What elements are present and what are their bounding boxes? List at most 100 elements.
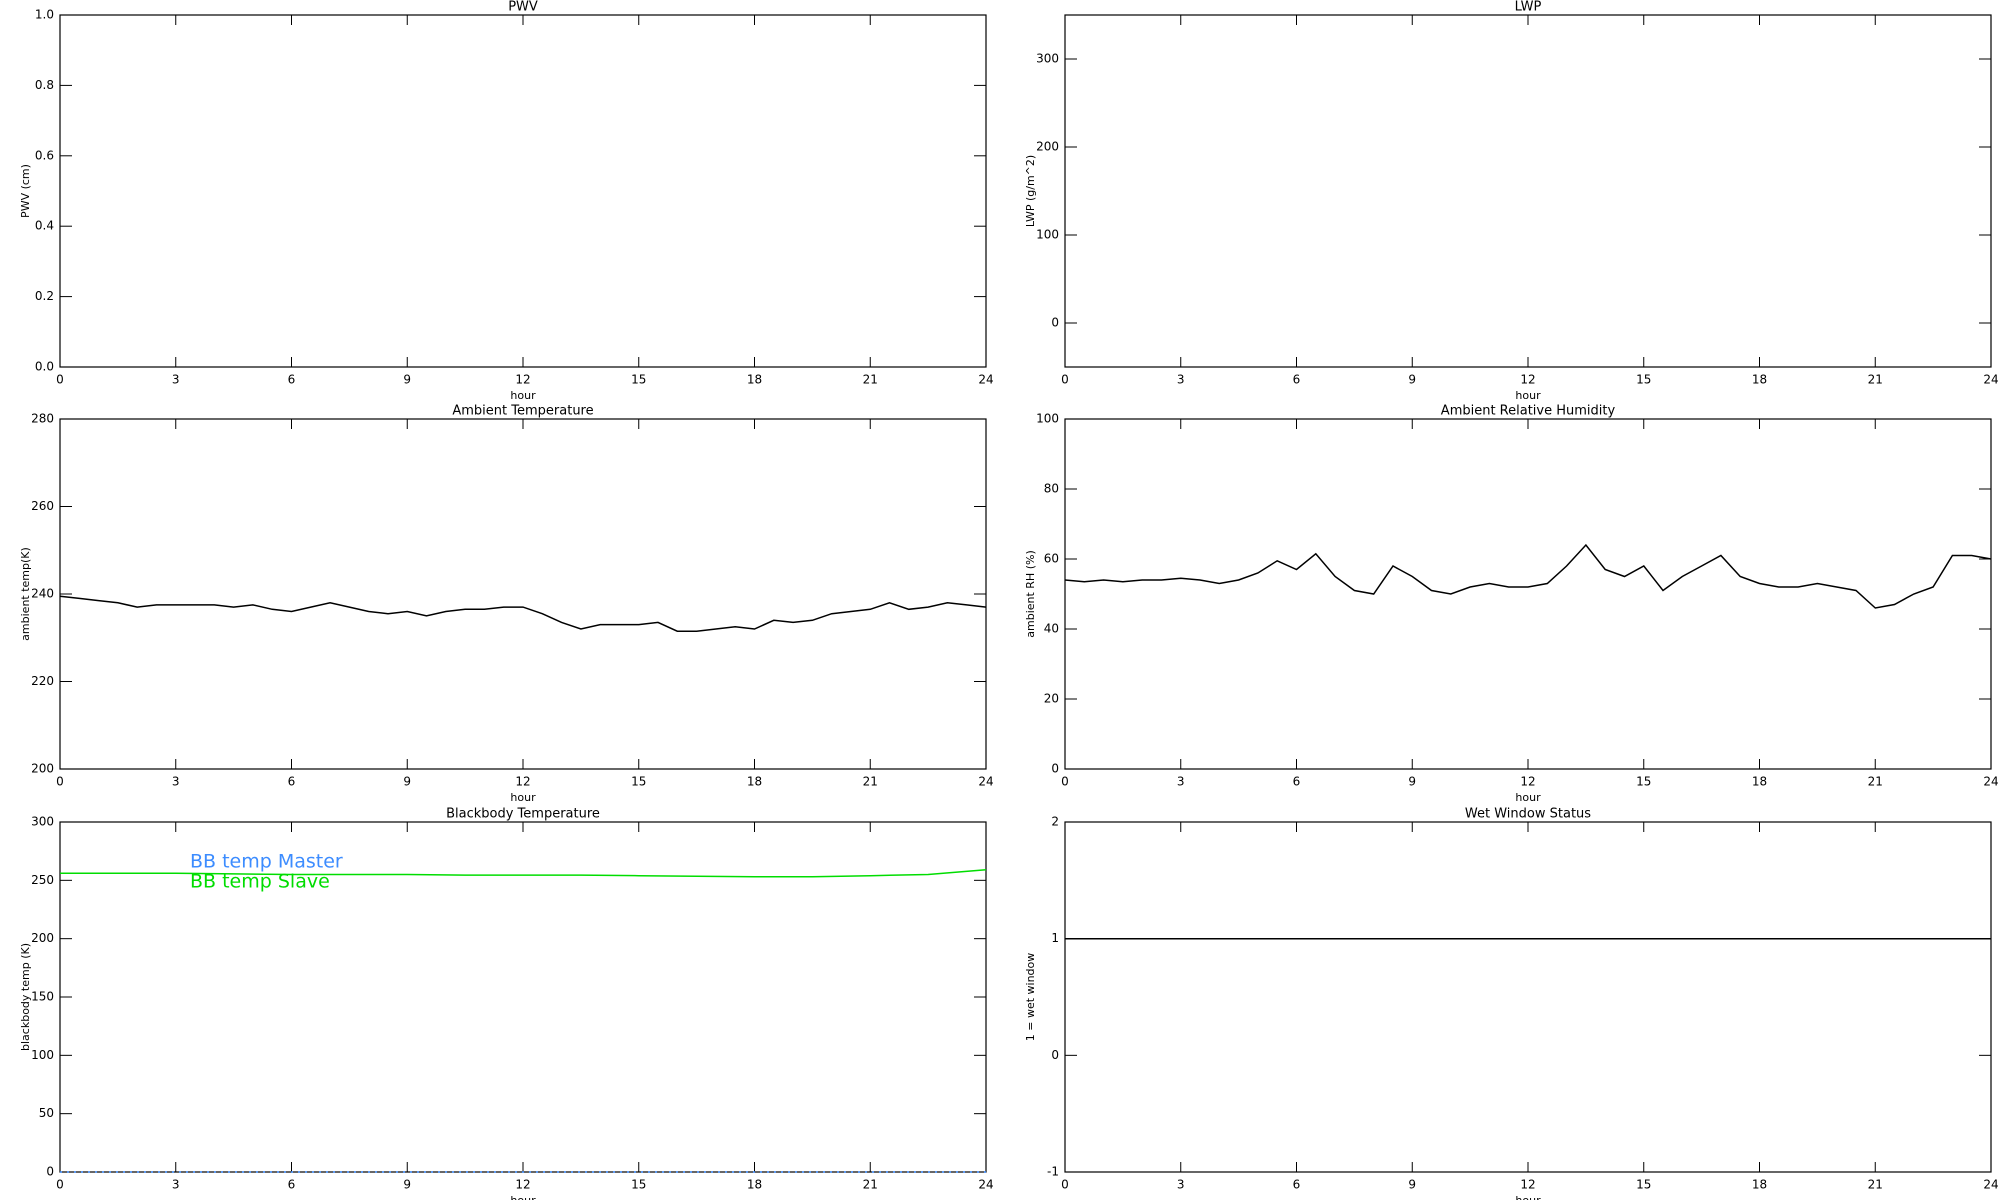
x-tick-label: 0 (56, 1178, 64, 1192)
x-axis-label: hour (510, 791, 536, 804)
x-axis-label: hour (1515, 389, 1541, 402)
y-tick-label: 200 (31, 931, 54, 945)
x-tick-label: 24 (1983, 373, 1998, 387)
y-tick-label: 0 (46, 1165, 54, 1179)
y-tick-label: 0 (1051, 1048, 1059, 1062)
legend-entry: BB temp Slave (190, 871, 330, 893)
x-tick-label: 15 (1636, 775, 1651, 789)
plot-frame (1064, 821, 1992, 1173)
legend-entry: BB temp Master (190, 851, 343, 873)
y-tick-label: 80 (1044, 482, 1059, 496)
x-tick-label: 0 (56, 775, 64, 789)
x-tick-label: 18 (1752, 1178, 1767, 1192)
data-line (59, 595, 987, 632)
chart-title: PWV (508, 0, 538, 15)
y-tick-label: 150 (31, 990, 54, 1004)
y-tick-label: 0.4 (35, 219, 54, 233)
y-tick-label: 0.0 (35, 360, 54, 374)
x-tick-label: 18 (747, 775, 762, 789)
plot-frame (59, 14, 987, 368)
x-axis-label: hour (1515, 791, 1541, 804)
x-tick-label: 6 (1293, 373, 1301, 387)
y-tick-label: 50 (39, 1106, 54, 1120)
y-tick-label: 300 (1036, 52, 1059, 66)
plot-frame (59, 418, 987, 770)
x-tick-label: 9 (1408, 1178, 1416, 1192)
y-axis-label: LWP (g/m^2) (1024, 155, 1037, 227)
x-tick-label: 18 (747, 373, 762, 387)
x-tick-label: 3 (1177, 373, 1185, 387)
x-tick-label: 12 (1520, 373, 1535, 387)
y-axis-label: PWV (cm) (19, 164, 32, 218)
x-tick-label: 24 (978, 775, 993, 789)
x-tick-label: 6 (288, 1178, 296, 1192)
y-tick-label: 100 (31, 1048, 54, 1062)
y-tick-label: 1 (1051, 931, 1059, 945)
x-tick-label: 12 (515, 373, 530, 387)
x-tick-label: 15 (631, 1178, 646, 1192)
x-tick-label: 9 (403, 373, 411, 387)
x-axis-label: hour (1515, 1194, 1541, 1200)
x-tick-label: 21 (863, 373, 878, 387)
x-tick-label: 9 (1408, 775, 1416, 789)
x-tick-label: 12 (515, 1178, 530, 1192)
x-tick-label: 9 (1408, 373, 1416, 387)
chart-title: Ambient Temperature (452, 404, 593, 419)
x-tick-label: 24 (1983, 1178, 1998, 1192)
x-tick-label: 24 (978, 373, 993, 387)
y-tick-label: 0 (1051, 762, 1059, 776)
y-tick-label: 280 (31, 412, 54, 426)
x-tick-label: 15 (1636, 373, 1651, 387)
x-tick-label: 21 (1868, 775, 1883, 789)
y-axis-label: 1 = wet window (1024, 953, 1037, 1042)
x-tick-label: 3 (1177, 775, 1185, 789)
chart-title: Wet Window Status (1465, 807, 1591, 822)
y-tick-label: 0.8 (35, 78, 54, 92)
x-tick-label: 6 (288, 775, 296, 789)
data-line (60, 869, 987, 878)
y-axis-label: ambient temp(K) (19, 547, 32, 641)
y-tick-label: -1 (1047, 1165, 1059, 1179)
x-tick-label: 15 (631, 373, 646, 387)
x-tick-label: 24 (978, 1178, 993, 1192)
x-tick-label: 24 (1983, 775, 1998, 789)
x-tick-label: 15 (1636, 1178, 1651, 1192)
x-tick-label: 18 (747, 1178, 762, 1192)
x-tick-label: 21 (1868, 373, 1883, 387)
y-tick-label: 1.0 (35, 8, 54, 22)
y-tick-label: 240 (31, 587, 54, 601)
plot-frame (1064, 14, 1992, 368)
data-line (1064, 543, 1992, 609)
x-tick-label: 3 (172, 1178, 180, 1192)
y-tick-label: 100 (1036, 412, 1059, 426)
x-tick-label: 0 (56, 373, 64, 387)
y-tick-label: 2 (1051, 815, 1059, 829)
y-tick-label: 220 (31, 674, 54, 688)
y-tick-label: 0.2 (35, 289, 54, 303)
x-tick-label: 0 (1061, 373, 1069, 387)
x-tick-label: 6 (288, 373, 296, 387)
y-tick-label: 100 (1036, 228, 1059, 242)
y-tick-label: 0 (1051, 316, 1059, 330)
x-axis-label: hour (510, 389, 536, 402)
chart-title: Ambient Relative Humidity (1441, 404, 1616, 419)
x-tick-label: 15 (631, 775, 646, 789)
y-axis-label: ambient RH (%) (1024, 550, 1037, 638)
x-tick-label: 3 (172, 775, 180, 789)
y-tick-label: 20 (1044, 692, 1059, 706)
x-tick-label: 0 (1061, 775, 1069, 789)
y-tick-label: 260 (31, 499, 54, 513)
y-tick-label: 60 (1044, 552, 1059, 566)
x-tick-label: 18 (1752, 373, 1767, 387)
x-tick-label: 9 (403, 775, 411, 789)
x-tick-label: 0 (1061, 1178, 1069, 1192)
x-tick-label: 12 (1520, 775, 1535, 789)
x-tick-label: 3 (172, 373, 180, 387)
x-axis-label: hour (510, 1194, 536, 1200)
y-tick-label: 0.6 (35, 148, 54, 162)
y-tick-label: 300 (31, 815, 54, 829)
x-tick-label: 12 (515, 775, 530, 789)
x-tick-label: 12 (1520, 1178, 1535, 1192)
